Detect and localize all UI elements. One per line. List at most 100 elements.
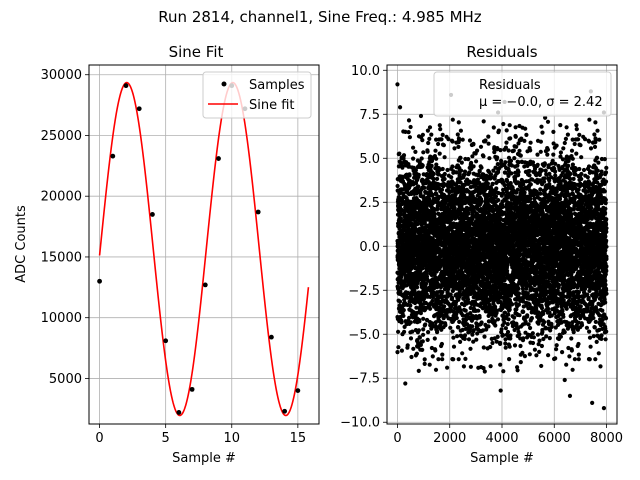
residual-point bbox=[517, 332, 522, 337]
residual-point bbox=[425, 128, 430, 133]
residual-point bbox=[438, 127, 443, 132]
residual-point bbox=[430, 321, 435, 326]
x-tick-label: 0 bbox=[95, 431, 103, 446]
residual-point bbox=[407, 173, 412, 178]
residual-point bbox=[397, 299, 403, 304]
residual-point bbox=[466, 337, 472, 342]
residual-point bbox=[442, 304, 447, 309]
residual-point bbox=[395, 183, 400, 189]
residual-point bbox=[468, 311, 473, 316]
residual-point bbox=[471, 142, 476, 147]
residual-point bbox=[411, 145, 416, 150]
residual-point bbox=[490, 181, 495, 186]
residual-point bbox=[451, 335, 456, 340]
residual-point bbox=[476, 308, 481, 313]
residual-point bbox=[432, 336, 437, 341]
residual-point bbox=[522, 190, 527, 195]
residual-point bbox=[413, 149, 418, 154]
residual-point bbox=[437, 123, 442, 128]
sample-point bbox=[97, 278, 102, 284]
residual-point bbox=[493, 323, 498, 328]
residual-point bbox=[518, 360, 523, 365]
residual-point bbox=[515, 368, 520, 373]
sine-fit-grid bbox=[89, 65, 319, 424]
residual-point bbox=[517, 313, 522, 318]
sine-fit-xlabel: Sample # bbox=[172, 451, 236, 466]
residual-point bbox=[436, 141, 441, 147]
y-tick-label: 15000 bbox=[41, 250, 82, 265]
residual-point bbox=[415, 222, 420, 227]
residual-point bbox=[468, 346, 473, 351]
residual-point bbox=[455, 334, 460, 339]
residual-point bbox=[420, 138, 425, 143]
residual-point bbox=[434, 162, 439, 167]
residual-point bbox=[425, 149, 430, 154]
residuals-axes: Residuals 0 2000 4000 6000 8000−10.0−7.5−5.0… bbox=[340, 43, 623, 466]
residual-point bbox=[456, 138, 462, 143]
residual-point bbox=[521, 336, 526, 341]
residual-point bbox=[505, 179, 510, 184]
residual-point bbox=[452, 146, 457, 151]
sample-point bbox=[202, 282, 208, 288]
residual-point bbox=[479, 165, 484, 170]
residual-point bbox=[481, 366, 486, 371]
residual-point bbox=[458, 128, 463, 133]
residual-point bbox=[462, 169, 468, 174]
residual-point bbox=[475, 331, 480, 336]
residual-point bbox=[416, 368, 421, 373]
residual-point bbox=[399, 348, 404, 353]
residual-point bbox=[514, 144, 519, 149]
residual-point bbox=[445, 167, 450, 173]
residual-point bbox=[413, 168, 418, 173]
residual-point bbox=[511, 315, 517, 320]
residual-point bbox=[459, 160, 464, 165]
residual-point bbox=[406, 130, 411, 135]
residual-point bbox=[450, 329, 455, 334]
residual-point bbox=[446, 137, 451, 142]
residual-point bbox=[462, 333, 468, 338]
residual-point bbox=[513, 134, 518, 139]
residual-point bbox=[420, 163, 425, 168]
residual-point bbox=[509, 171, 514, 176]
residual-point bbox=[440, 357, 445, 362]
sample-point bbox=[189, 386, 195, 392]
residual-point bbox=[468, 364, 473, 369]
residual-point bbox=[433, 348, 438, 353]
residual-point bbox=[507, 123, 512, 128]
residual-point bbox=[407, 135, 412, 140]
residual-point bbox=[507, 344, 512, 349]
residual-point bbox=[419, 156, 424, 161]
sample-point bbox=[269, 334, 274, 340]
y-tick-label: 25000 bbox=[41, 129, 82, 144]
residual-point bbox=[474, 159, 479, 164]
residual-point bbox=[466, 157, 471, 162]
residual-point bbox=[518, 343, 523, 349]
residual-point bbox=[439, 187, 445, 192]
residual-point bbox=[470, 324, 475, 329]
sample-point bbox=[295, 388, 301, 393]
residual-point bbox=[498, 340, 503, 345]
y-tick-label: 10000 bbox=[41, 311, 82, 326]
residual-point bbox=[437, 151, 442, 156]
residual-point bbox=[399, 320, 404, 325]
residual-point bbox=[461, 364, 466, 369]
residual-point bbox=[513, 125, 518, 130]
residual-point bbox=[417, 319, 422, 324]
residual-point bbox=[477, 169, 482, 174]
residual-point bbox=[410, 329, 415, 334]
residuals-title: Residuals bbox=[466, 43, 537, 61]
residual-point bbox=[425, 337, 430, 342]
residual-point bbox=[428, 306, 433, 311]
residual-point bbox=[488, 364, 493, 369]
residual-point bbox=[439, 341, 444, 347]
residual-point bbox=[408, 336, 414, 341]
residual-point bbox=[421, 327, 426, 332]
residual-point bbox=[512, 156, 517, 161]
residual-point bbox=[503, 341, 508, 346]
residual-point bbox=[430, 298, 435, 303]
residual-point bbox=[427, 136, 432, 141]
sample-point bbox=[150, 212, 155, 217]
residual-point bbox=[422, 185, 427, 190]
residual-point bbox=[467, 138, 473, 143]
